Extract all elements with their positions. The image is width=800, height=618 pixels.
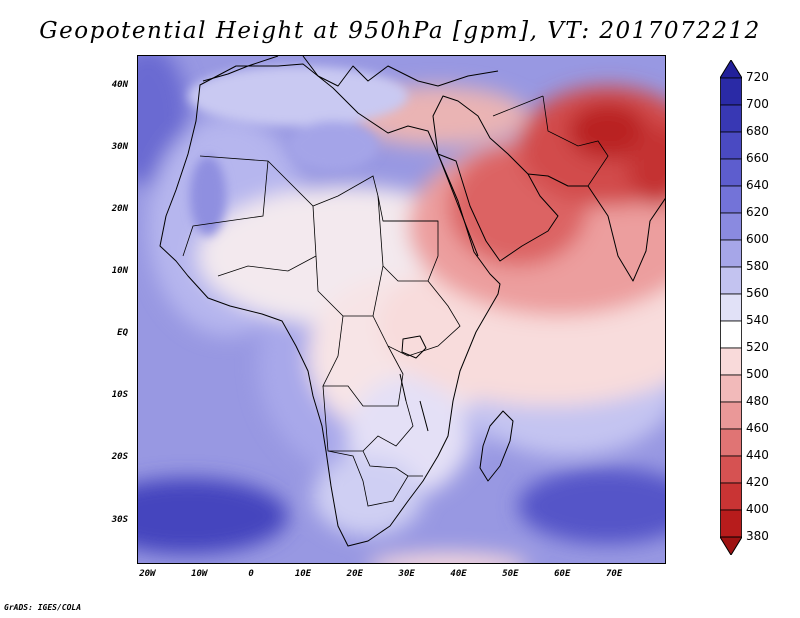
- africa-coast: [159, 63, 501, 547]
- colorbar-swatch: [720, 293, 742, 322]
- height-field: [138, 56, 665, 563]
- colorbar-level-label: 540: [746, 313, 769, 327]
- lat-tick-label: 40N: [111, 80, 128, 91]
- colorbar-level-label: 520: [746, 340, 769, 354]
- lat-tick-label: 20N: [111, 204, 128, 215]
- colorbar-swatch: [720, 347, 742, 376]
- map-plot-area: [137, 55, 666, 564]
- colorbar-level-label: 380: [746, 529, 769, 543]
- lon-tick-label: 10W: [191, 569, 208, 579]
- colorbar-level-label: 680: [746, 124, 769, 138]
- grads-credit: GrADS: IGES/COLA: [4, 603, 82, 612]
- colorbar-level-label: 400: [746, 502, 769, 516]
- colorbar-swatch: [720, 482, 742, 511]
- lon-tick-label: 50E: [502, 569, 519, 579]
- colorbar-level-label: 620: [746, 205, 769, 219]
- lon-tick-label: 20E: [346, 569, 363, 579]
- colorbar-level-label: 720: [746, 70, 769, 84]
- colorbar: [720, 60, 742, 555]
- colorbar-swatch: [720, 212, 742, 241]
- colorbar-swatch: [720, 401, 742, 430]
- lon-tick-label: 0: [248, 569, 254, 579]
- colorbar-level-label: 480: [746, 394, 769, 408]
- persian-coast: [527, 173, 588, 187]
- lat-tick-label: 10N: [111, 266, 128, 277]
- colorbar-level-label: 700: [746, 97, 769, 111]
- colorbar-swatch: [720, 266, 742, 295]
- lon-tick-label: 20W: [139, 569, 156, 579]
- red-sea: [437, 153, 479, 257]
- country-borders: [182, 95, 609, 507]
- colorbar-level-label: 640: [746, 178, 769, 192]
- europe-coast: [202, 56, 499, 87]
- colorbar-swatch: [720, 104, 742, 133]
- colorbar-level-label: 580: [746, 259, 769, 273]
- arabia-coast: [432, 95, 559, 262]
- lon-tick-label: 70E: [605, 569, 623, 579]
- colorbar-swatch: [720, 239, 742, 268]
- lon-tick-label: 10E: [294, 569, 312, 579]
- lon-tick-label: 30E: [398, 569, 415, 579]
- colorbar-swatch: [720, 320, 742, 349]
- lon-tick-label: 60E: [554, 569, 571, 579]
- lat-tick-label: 20S: [111, 452, 128, 463]
- lon-tick-label: 40E: [450, 569, 467, 579]
- colorbar-level-label: 600: [746, 232, 769, 246]
- map-canvas: [138, 56, 665, 563]
- colorbar-swatch: [720, 455, 742, 484]
- rift-lakes: [399, 373, 429, 432]
- colorbar-level-label: 560: [746, 286, 769, 300]
- colorbar-swatch: [720, 131, 742, 160]
- colorbar-swatch: [720, 374, 742, 403]
- colorbar-level-label: 420: [746, 475, 769, 489]
- colorbar-level-label: 460: [746, 421, 769, 435]
- lake-victoria: [401, 335, 427, 359]
- colorbar-bottom-triangle: [720, 536, 742, 555]
- lat-tick-label: 30S: [111, 514, 128, 525]
- lat-tick-label: 10S: [111, 390, 128, 401]
- chart-title: Geopotential Height at 950hPa [gpm], VT:…: [39, 18, 761, 44]
- colorbar-level-label: 440: [746, 448, 769, 462]
- lat-tick-label: 30N: [111, 142, 128, 153]
- india-coast: [587, 185, 665, 282]
- colorbar-level-label: 500: [746, 367, 769, 381]
- colorbar-swatch: [720, 158, 742, 187]
- colorbar-level-label: 660: [746, 151, 769, 165]
- colorbar-top-triangle: [720, 60, 742, 79]
- lat-tick-label: EQ: [117, 328, 128, 339]
- colorbar-swatch: [720, 185, 742, 214]
- height-field-detail: [188, 66, 408, 236]
- colorbar-swatch: [720, 77, 742, 106]
- colorbar-swatch: [720, 509, 742, 538]
- colorbar-swatch: [720, 428, 742, 457]
- coastlines: [159, 56, 665, 547]
- madagascar: [479, 410, 514, 482]
